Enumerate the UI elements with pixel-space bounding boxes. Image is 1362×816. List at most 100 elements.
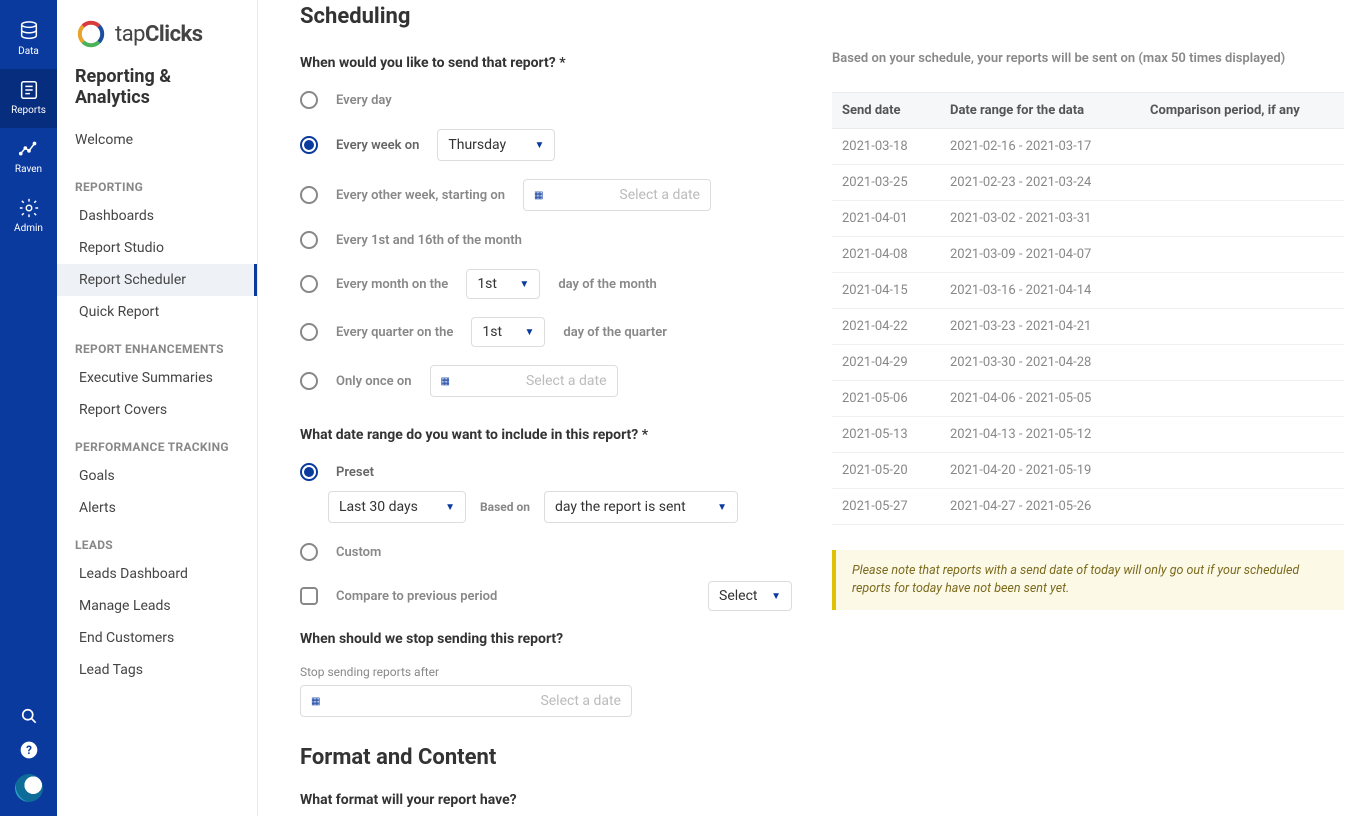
range-preset[interactable]: Preset [300,461,792,483]
brand-logo-icon [75,18,107,50]
main-content: Scheduling When would you like to send t… [258,0,1362,816]
sidebar-item-lead-tags[interactable]: Lead Tags [57,654,257,686]
stop-date-input[interactable]: ▦Select a date [300,685,632,717]
compare-select[interactable]: Select▼ [708,581,792,611]
rail-item-raven[interactable]: Raven [0,128,57,187]
table-row: 2021-05-062021-04-06 - 2021-05-05 [832,381,1344,417]
radio-icon [300,136,318,154]
sidebar-item-report-covers[interactable]: Report Covers [57,394,257,426]
database-icon [18,20,40,42]
preset-range-select[interactable]: Last 30 days▼ [328,491,466,523]
sidebar-item-quick-report[interactable]: Quick Report [57,296,257,328]
rail-label-data: Data [18,46,39,57]
question-send: When would you like to send that report?… [300,55,792,71]
question-format: What format will your report have? [300,792,792,808]
sidebar-item-manage-leads[interactable]: Manage Leads [57,590,257,622]
brand-text: tapClicks [115,22,203,47]
reports-icon [18,79,40,101]
sidebar-item-report-scheduler[interactable]: Report Scheduler [57,264,257,296]
every-other-date-input[interactable]: ▦Select a date [523,179,711,211]
table-row: 2021-04-082021-03-09 - 2021-04-07 [832,237,1344,273]
calendar-icon: ▦ [534,190,543,201]
page-heading: Scheduling [300,0,1362,49]
sidebar: tapClicks Reporting & Analytics Welcome … [57,0,258,816]
col-comparison: Comparison period, if any [1140,93,1344,129]
table-row: 2021-05-202021-04-20 - 2021-05-19 [832,453,1344,489]
schedule-note: Please note that reports with a send dat… [832,550,1344,610]
sidebar-item-welcome[interactable]: Welcome [57,124,257,156]
sidebar-item-goals[interactable]: Goals [57,460,257,492]
option-every-other-week[interactable]: Every other week, starting on ▦Select a … [300,179,792,211]
sidebar-section-leads: LEADS [57,524,257,558]
schedule-table: Send date Date range for the data Compar… [832,92,1344,528]
option-every-week[interactable]: Every week on Thursday▼ [300,129,792,161]
chevron-down-icon: ▼ [717,502,727,513]
brand: tapClicks [57,14,257,64]
calendar-icon: ▦ [311,696,320,707]
option-every-day[interactable]: Every day [300,89,792,111]
radio-icon [300,543,318,561]
sidebar-section-reporting: REPORTING [57,166,257,200]
avatar[interactable] [15,774,43,802]
based-on-select[interactable]: day the report is sent▼ [544,491,738,523]
schedule-table-wrap: Send date Date range for the data Compar… [832,92,1344,528]
range-custom[interactable]: Custom [300,541,792,563]
radio-icon [300,231,318,249]
sidebar-item-leads-dashboard[interactable]: Leads Dashboard [57,558,257,590]
radio-icon [300,372,318,390]
svg-text:?: ? [26,743,32,757]
sidebar-item-end-customers[interactable]: End Customers [57,622,257,654]
month-day-select[interactable]: 1st▼ [466,269,540,299]
option-only-once[interactable]: Only once on ▦Select a date [300,365,792,397]
table-row: 2021-03-252021-02-23 - 2021-03-24 [832,165,1344,201]
chevron-down-icon: ▼ [524,327,534,338]
checkbox-icon [300,587,318,605]
radio-icon [300,275,318,293]
only-once-date-input[interactable]: ▦Select a date [430,365,618,397]
sidebar-item-dashboards[interactable]: Dashboards [57,200,257,232]
table-row: 2021-06-032021-05-04 - 2021-06-02 [832,525,1344,529]
quarter-day-select[interactable]: 1st▼ [471,317,545,347]
compare-previous[interactable]: Compare to previous period Select▼ [300,581,792,611]
chevron-down-icon: ▼ [534,140,544,151]
chevron-down-icon: ▼ [771,591,781,602]
chevron-down-icon: ▼ [519,279,529,290]
sidebar-section-performance: PERFORMANCE TRACKING [57,426,257,460]
rail-item-reports[interactable]: Reports [0,69,57,128]
rail-item-data[interactable]: Data [0,10,57,69]
sidebar-item-alerts[interactable]: Alerts [57,492,257,524]
help-icon[interactable]: ? [19,740,39,760]
schedule-preview-heading: Based on your schedule, your reports wil… [832,51,1344,66]
rail-label-raven: Raven [15,164,42,175]
sidebar-item-executive-summaries[interactable]: Executive Summaries [57,362,257,394]
nav-rail: Data Reports Raven Admin ? [0,0,57,816]
search-icon[interactable] [19,706,39,726]
table-row: 2021-04-292021-03-30 - 2021-04-28 [832,345,1344,381]
stop-label: Stop sending reports after [300,665,792,679]
col-send-date: Send date [832,93,940,129]
table-row: 2021-04-222021-03-23 - 2021-04-21 [832,309,1344,345]
sidebar-item-report-studio[interactable]: Report Studio [57,232,257,264]
table-row: 2021-04-012021-03-02 - 2021-03-31 [832,201,1344,237]
chart-line-icon [18,138,40,160]
radio-icon [300,186,318,204]
gear-icon [18,197,40,219]
radio-icon [300,91,318,109]
col-date-range: Date range for the data [940,93,1140,129]
sidebar-title: Reporting & Analytics [57,64,257,124]
radio-icon [300,323,318,341]
table-row: 2021-05-132021-04-13 - 2021-05-12 [832,417,1344,453]
table-row: 2021-03-182021-02-16 - 2021-03-17 [832,129,1344,165]
weekday-select[interactable]: Thursday▼ [437,129,555,161]
rail-label-reports: Reports [11,105,46,116]
rail-item-admin[interactable]: Admin [0,187,57,246]
option-every-month[interactable]: Every month on the 1st▼ day of the month [300,269,792,299]
calendar-icon: ▦ [441,376,450,387]
option-every-quarter[interactable]: Every quarter on the 1st▼ day of the qua… [300,317,792,347]
table-row: 2021-05-272021-04-27 - 2021-05-26 [832,489,1344,525]
question-range: What date range do you want to include i… [300,427,792,443]
table-row: 2021-04-152021-03-16 - 2021-04-14 [832,273,1344,309]
sidebar-section-enhancements: REPORT ENHANCEMENTS [57,328,257,362]
radio-icon [300,463,318,481]
option-1st-16th[interactable]: Every 1st and 16th of the month [300,229,792,251]
